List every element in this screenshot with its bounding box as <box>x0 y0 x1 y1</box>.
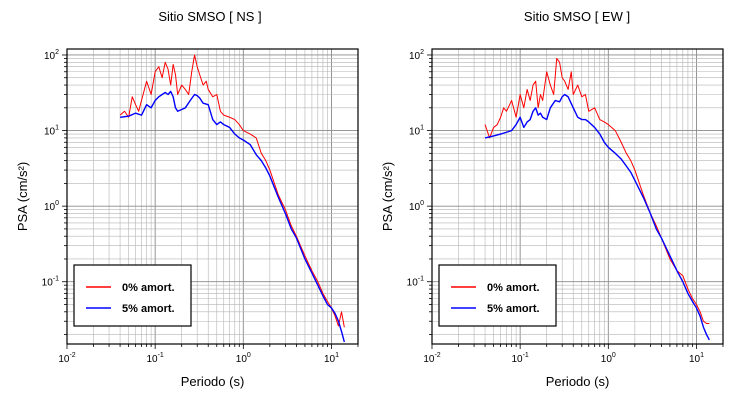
plot-frame <box>66 48 359 345</box>
x-tick-label: 101 <box>324 352 339 365</box>
y-tick-label: 10-1 <box>42 276 59 289</box>
series-line-1 <box>119 90 346 343</box>
y-tick-label: 100 <box>44 200 59 213</box>
chart-panel-0: Sitio SMSO [ NS ] 10-2 10-1 100 101 10-1 100 10… <box>15 9 359 389</box>
y-tick-label: 101 <box>44 125 59 138</box>
chart-title: Sitio SMSO [ EW ] <box>524 9 630 24</box>
x-tick-label: 10-2 <box>58 352 75 365</box>
legend-label-1: 5% amort. <box>122 303 175 315</box>
chart-title: Sitio SMSO [ NS ] <box>158 9 261 24</box>
legend-label-1: 5% amort. <box>487 303 540 315</box>
series-line-0 <box>119 54 345 328</box>
y-axis-label: PSA (cm/s²) <box>380 162 395 231</box>
y-tick-label: 102 <box>409 49 424 62</box>
chart-panel-1: Sitio SMSO [ EW ] 10-2 10-1 100 101 10-1 100 10… <box>380 9 724 389</box>
grid <box>66 49 359 344</box>
y-axis-label: PSA (cm/s²) <box>15 162 30 231</box>
y-tick-label: 100 <box>409 200 424 213</box>
legend: 0% amort. 5% amort. <box>73 264 192 327</box>
y-tick-label: 10-1 <box>407 276 424 289</box>
x-axis-label: Periodo (s) <box>546 374 610 389</box>
x-tick-label: 10-2 <box>423 352 440 365</box>
x-tick-label: 100 <box>236 352 251 365</box>
x-tick-label: 100 <box>601 352 616 365</box>
legend: 0% amort. 5% amort. <box>438 264 557 327</box>
x-tick-label: 10-1 <box>146 352 163 365</box>
legend-box <box>438 264 557 327</box>
x-tick-label: 101 <box>689 352 704 365</box>
plot-frame <box>431 48 724 345</box>
y-tick-label: 102 <box>44 49 59 62</box>
y-tick-label: 101 <box>409 125 424 138</box>
legend-label-0: 0% amort. <box>487 282 540 294</box>
x-tick-label: 10-1 <box>511 352 528 365</box>
series-line-1 <box>484 93 710 341</box>
legend-label-0: 0% amort. <box>122 282 175 294</box>
x-axis-label: Periodo (s) <box>181 374 245 389</box>
series-line-0 <box>484 57 710 325</box>
legend-box <box>73 264 192 327</box>
